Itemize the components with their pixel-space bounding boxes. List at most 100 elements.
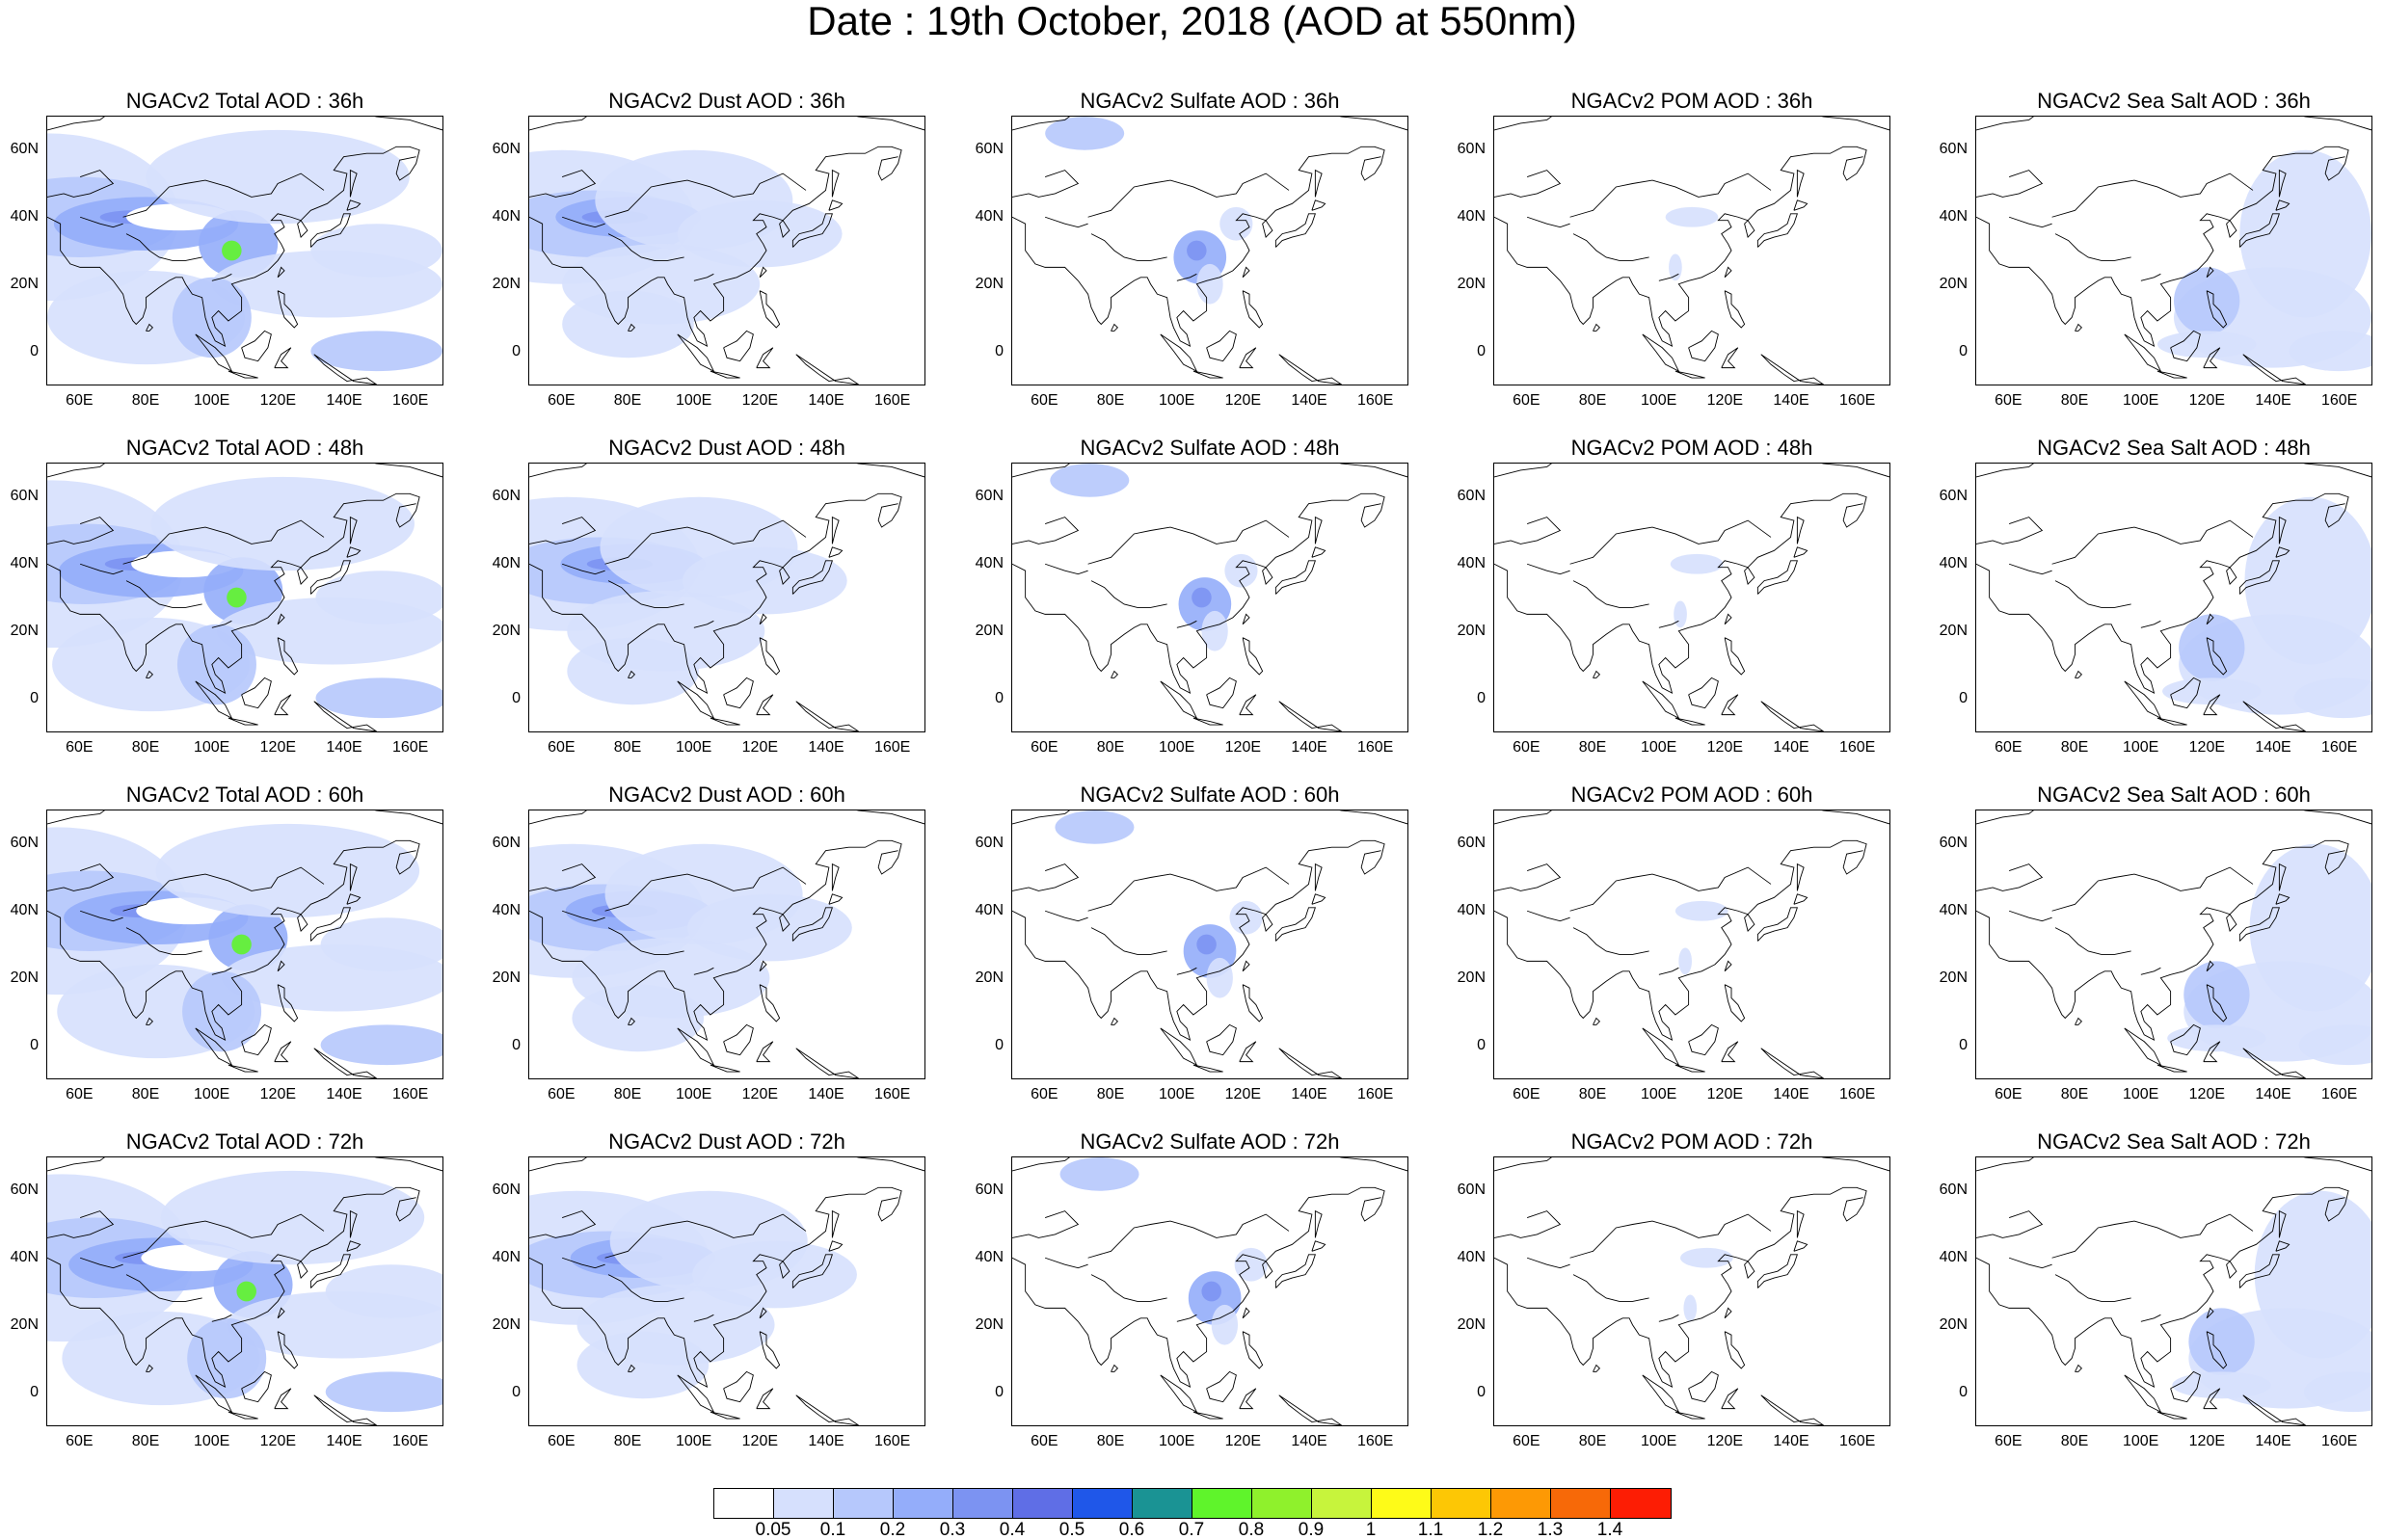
coastline (2238, 560, 2280, 595)
aod-plume (1187, 240, 1207, 261)
coastline (2054, 580, 2131, 608)
y-tick-label: 20N (1457, 969, 1486, 986)
colorbar-label: 0.1 (819, 1520, 846, 1540)
x-tick-label: 160E (391, 392, 429, 409)
y-tick-label: 0 (512, 1037, 521, 1053)
map-panel-sulfate: NGACv2 Sulfate AOD : 72h 60N 40N 20N 0 60E 80E… (965, 1129, 1408, 1457)
panel-title: NGACv2 Total AOD : 36h (125, 89, 364, 113)
coastline (2170, 330, 2201, 362)
colorbar-label: 1.1 (1417, 1520, 1444, 1540)
y-tick-label: 60N (492, 488, 521, 504)
coastline (47, 1210, 115, 1238)
x-tick-label: 160E (873, 1433, 911, 1449)
x-tick-label: 100E (1158, 392, 1195, 409)
panel-title: NGACv2 POM AOD : 72h (1570, 1129, 1813, 1154)
y-tick-label: 40N (1939, 902, 1968, 918)
map-panel-total: NGACv2 Total AOD : 72h 60N 40N 20N 0 60E 80E 10… (0, 1129, 443, 1457)
coastline (677, 1027, 715, 1067)
aod-plume (1219, 206, 1253, 241)
map-frame (1011, 463, 1408, 732)
coastline (146, 1364, 153, 1372)
y-tick-label: 20N (1939, 276, 1968, 292)
x-tick-label: 80E (613, 392, 642, 409)
aod-map (47, 810, 442, 1078)
coastline (604, 866, 807, 912)
aod-map (47, 1157, 442, 1425)
coastline (2054, 1274, 2131, 1302)
coastline (831, 516, 840, 544)
aod-plume (1674, 900, 1728, 921)
coastline (1278, 1394, 1342, 1425)
coastline (47, 863, 115, 891)
coastline (1494, 492, 1867, 694)
panel-title: NGACv2 Total AOD : 48h (125, 436, 364, 460)
coastline (125, 580, 202, 608)
coastline (723, 1023, 754, 1056)
coastline (756, 347, 774, 369)
coastline (309, 907, 351, 942)
coastline (277, 984, 299, 1022)
coastline (1593, 323, 1600, 332)
coastline (759, 960, 767, 972)
x-tick-label: 100E (1158, 739, 1195, 756)
y-tick-label: 40N (1939, 555, 1968, 571)
map-panel-sulfate: NGACv2 Sulfate AOD : 36h 60N 40N 20N 0 60E 80E… (965, 89, 1408, 416)
x-tick-label: 160E (1356, 392, 1394, 409)
map-frame (1975, 1156, 2372, 1426)
aod-plume (1192, 587, 1212, 608)
x-tick-label: 100E (193, 392, 230, 409)
aod-plume (236, 1281, 256, 1302)
x-tick-label: 80E (131, 1433, 160, 1449)
coastline (1012, 464, 1407, 478)
map-panel-pom: NGACv2 POM AOD : 36h 60N 40N 20N 0 60E 80E 100E… (1447, 89, 1890, 416)
aod-plume (1055, 810, 1135, 844)
x-tick-label: 140E (1291, 739, 1327, 756)
coastline (529, 1157, 924, 1172)
y-tick-label: 40N (1457, 902, 1486, 918)
coastline (228, 717, 258, 726)
coastline (349, 1209, 358, 1238)
y-tick-label: 0 (995, 1037, 1004, 1053)
coastline (1526, 563, 1570, 575)
coastline (195, 680, 233, 720)
y-tick-label: 40N (975, 208, 1004, 225)
aod-plume (1234, 1247, 1268, 1282)
x-tick-label: 60E (66, 392, 94, 409)
aod-plume (687, 893, 852, 962)
coastline (125, 233, 202, 261)
x-tick-label: 120E (259, 1433, 297, 1449)
coastline (1760, 701, 1824, 731)
coastline (1572, 927, 1649, 955)
x-tick-label: 100E (675, 1433, 712, 1449)
x-tick-label: 160E (391, 739, 429, 756)
coastline (1311, 893, 1326, 905)
y-tick-label: 60N (492, 835, 521, 851)
coastline (1976, 1157, 2371, 1172)
coastline (1160, 333, 1198, 373)
y-tick-label: 0 (1959, 1384, 1968, 1400)
aod-plume (150, 476, 415, 571)
coastline (1793, 1240, 1808, 1252)
panel-title: NGACv2 Sulfate AOD : 60h (1080, 783, 1340, 807)
y-tick-label: 20N (492, 623, 521, 639)
map-frame (1493, 810, 1890, 1079)
x-tick-label: 100E (193, 1433, 230, 1449)
y-tick-label: 40N (10, 208, 39, 225)
coastline (277, 1307, 285, 1319)
aod-plume (222, 240, 242, 261)
y-tick-label: 60N (1939, 141, 1968, 157)
coastline (1012, 839, 1385, 1041)
x-tick-label: 100E (675, 1086, 712, 1102)
aod-plume (227, 587, 247, 608)
y-tick-label: 20N (1457, 623, 1486, 639)
coastline (1760, 1394, 1824, 1425)
x-tick-label: 140E (1291, 1086, 1327, 1102)
coastline (241, 1370, 272, 1403)
coastline (211, 620, 232, 628)
map-panel-pom: NGACv2 POM AOD : 72h 60N 40N 20N 0 60E 80E 100E… (1447, 1129, 1890, 1457)
x-tick-label: 120E (259, 739, 297, 756)
x-tick-label: 60E (66, 1433, 94, 1449)
x-tick-label: 100E (193, 1086, 230, 1102)
x-tick-label: 160E (391, 1086, 429, 1102)
colorbar-label: 1.4 (1596, 1520, 1623, 1540)
